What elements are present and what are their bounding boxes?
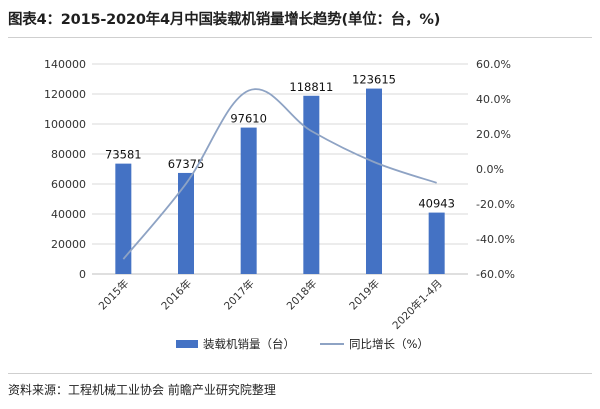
bar	[428, 212, 445, 274]
y-left-tick-label: 100000	[44, 118, 86, 131]
bar-data-label: 67375	[168, 157, 205, 171]
bar	[178, 172, 194, 274]
y-left-tick-label: 120000	[44, 88, 86, 101]
x-tick-label: 2015年	[96, 277, 132, 313]
y-left-tick-label: 80000	[51, 148, 86, 161]
x-tick-label: 2017年	[221, 277, 257, 313]
sales-growth-chart: 0 20000 40000 60000 80000 100000 120000 140000 -…	[44, 58, 515, 351]
x-tick-label: 2018年	[284, 277, 320, 313]
x-tick-label: 2020年1-4月	[390, 277, 445, 332]
legend-line-label: 同比增长（%）	[349, 337, 429, 351]
x-tick-label: 2019年	[347, 277, 383, 313]
y-right-tick-label: -60.0%	[476, 268, 515, 281]
y-right-tick-label: 20.0%	[476, 128, 511, 141]
y-left-tick-label: 60000	[51, 178, 86, 191]
growth-line	[122, 88, 437, 260]
title-divider	[8, 37, 592, 38]
bar	[303, 95, 320, 274]
y-right-tick-label: 60.0%	[476, 58, 511, 71]
bar-data-label: 123615	[352, 73, 396, 87]
source-note: 资料来源：工程机械工业协会 前瞻产业研究院整理	[8, 383, 276, 397]
chart-title: 图表4：2015-2020年4月中国装载机销量增长趋势(单位：台，%)	[8, 12, 441, 28]
y-right-tick-label: 0.0%	[476, 163, 504, 176]
y-right-tick-label: -20.0%	[476, 198, 515, 211]
legend-bar-swatch	[176, 340, 198, 348]
bar-data-label: 73581	[105, 148, 142, 162]
y-left-tick-label: 40000	[51, 208, 86, 221]
x-tick-label: 2016年	[159, 277, 195, 313]
y-left-tick-label: 20000	[51, 238, 86, 251]
y-right-tick-label: 40.0%	[476, 93, 511, 106]
bar-data-label: 40943	[418, 197, 455, 211]
bar	[115, 163, 132, 274]
bar	[366, 88, 382, 274]
bar	[240, 127, 257, 275]
bar-data-label: 97610	[230, 112, 267, 126]
y-right-tick-label: -40.0%	[476, 233, 515, 246]
legend-bar-label: 装载机销量（台）	[203, 337, 295, 351]
bar-data-label: 118811	[289, 80, 333, 94]
y-left-tick-label: 140000	[44, 58, 86, 71]
source-divider	[8, 373, 592, 374]
y-left-tick-label: 0	[79, 268, 86, 281]
